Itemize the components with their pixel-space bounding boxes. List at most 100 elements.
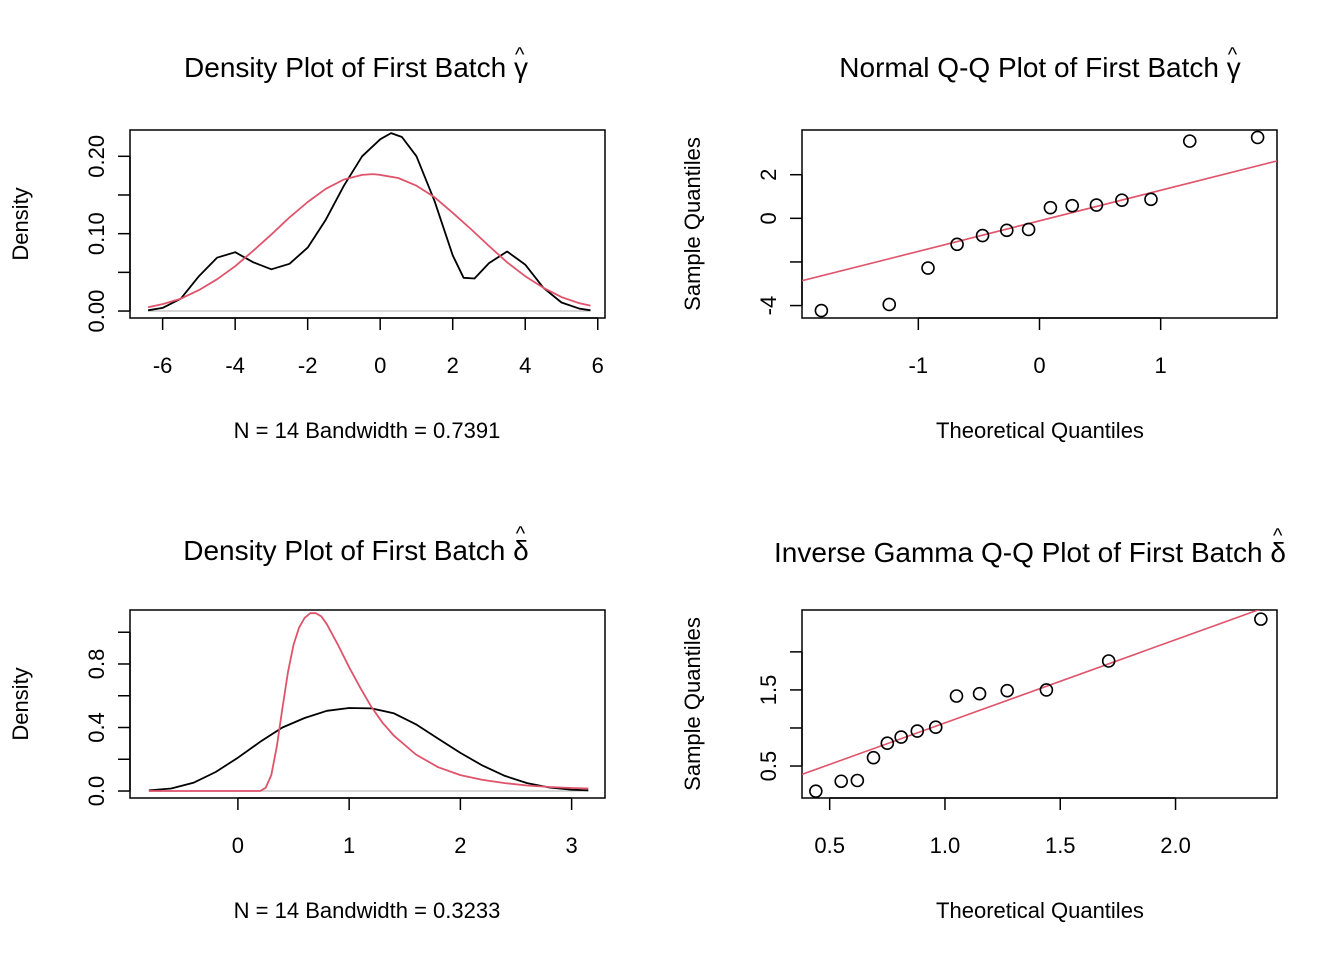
panel-qq-gamma: Normal Q-Q Plot of First Batch γ^ Theore… xyxy=(680,44,1278,443)
y-tick-label: 1.5 xyxy=(756,675,781,706)
data-point xyxy=(1089,198,1104,212)
x-axis: -1 0 1 xyxy=(909,317,1167,378)
chart-title: Normal Q-Q Plot of First Batch γ^ xyxy=(839,44,1240,83)
data-point xyxy=(1115,193,1129,208)
y-axis-label: Sample Quantiles xyxy=(680,617,705,791)
x-tick-label: 1 xyxy=(343,833,355,858)
x-tick-label: 0 xyxy=(1033,353,1045,378)
title-symbol-with-hat: δ^ xyxy=(1270,525,1286,568)
y-tick-label: 0.5 xyxy=(756,751,781,782)
x-axis-label: N = 14 Bandwidth = 0.7391 xyxy=(234,418,501,443)
y-axis: 0.5 1.5 xyxy=(756,651,803,782)
data-point xyxy=(949,689,964,703)
panel-density-delta: Density Plot of First Batch δ^ N = 14 Ba… xyxy=(8,523,606,923)
data-point xyxy=(1182,134,1197,148)
data-point xyxy=(950,237,964,252)
x-axis-label: Theoretical Quantiles xyxy=(936,898,1144,923)
x-tick-label: 0 xyxy=(232,833,244,858)
data-point xyxy=(1101,654,1116,668)
x-tick-label: 1.0 xyxy=(930,833,961,858)
x-axis: 0.5 1.0 1.5 2.0 xyxy=(814,797,1191,858)
y-tick-label: 0 xyxy=(756,212,781,224)
x-axis-label: N = 14 Bandwidth = 0.3233 xyxy=(234,898,501,923)
x-tick-label: 2 xyxy=(454,833,466,858)
data-point xyxy=(1043,200,1058,215)
y-axis-label: Density xyxy=(8,187,33,260)
data-point xyxy=(910,724,925,738)
data-point xyxy=(921,261,935,275)
y-tick-label: 0.20 xyxy=(84,135,109,178)
x-tick-label: 2 xyxy=(447,353,459,378)
x-axis: 0 1 2 3 xyxy=(232,797,578,858)
y-axis: -4 0 2 xyxy=(756,169,803,316)
y-axis: 0.00 0.10 0.20 xyxy=(84,135,131,333)
y-axis-label: Sample Quantiles xyxy=(680,137,705,311)
x-tick-label: -6 xyxy=(153,353,173,378)
title-symbol-with-hat: γ^ xyxy=(514,44,528,83)
data-point xyxy=(850,773,865,788)
data-point xyxy=(809,784,823,798)
x-tick-label: -1 xyxy=(909,353,929,378)
density-curve xyxy=(147,132,591,312)
data-point xyxy=(975,228,990,243)
y-tick-label: 0.00 xyxy=(84,290,109,333)
fitted-curve xyxy=(148,612,589,792)
fitted-curve xyxy=(147,173,591,309)
y-tick-label: 0.0 xyxy=(84,776,109,807)
data-point xyxy=(1250,130,1265,145)
x-tick-label: -4 xyxy=(225,353,245,378)
data-point xyxy=(866,750,881,765)
x-axis-label: Theoretical Quantiles xyxy=(936,418,1144,443)
y-axis: 0.0 0.4 0.8 xyxy=(84,631,131,807)
data-point xyxy=(999,223,1014,238)
x-tick-label: 6 xyxy=(592,353,604,378)
plot-box xyxy=(801,129,1278,319)
x-tick-label: 3 xyxy=(566,833,578,858)
data-point xyxy=(814,303,829,318)
title-symbol-with-hat: δ^ xyxy=(513,523,529,566)
title-symbol-with-hat: γ^ xyxy=(1227,44,1241,83)
panel-density-gamma: Density Plot of First Batch γ^ N = 14 Ba… xyxy=(8,44,606,443)
plot-marks xyxy=(802,610,1268,798)
x-tick-label: -2 xyxy=(298,353,318,378)
chart-title: Inverse Gamma Q-Q Plot of First Batch δ^ xyxy=(774,525,1286,568)
data-point xyxy=(1065,198,1080,213)
data-point xyxy=(894,730,908,744)
data-point xyxy=(1039,683,1054,697)
data-point xyxy=(1254,612,1268,626)
plot-marks xyxy=(147,132,591,312)
plot-box xyxy=(129,129,606,319)
y-tick-label: 0.4 xyxy=(84,712,109,743)
x-tick-label: 2.0 xyxy=(1160,833,1191,858)
plot-box xyxy=(801,609,1278,799)
data-point xyxy=(882,297,897,312)
plot-marks xyxy=(148,612,589,792)
reference-line xyxy=(802,160,1277,282)
x-tick-label: 1.5 xyxy=(1045,833,1076,858)
plot-marks xyxy=(802,130,1277,318)
x-tick-label: 0 xyxy=(374,353,386,378)
y-axis-label: Density xyxy=(8,667,33,740)
data-point xyxy=(1144,192,1158,207)
x-tick-label: 0.5 xyxy=(814,833,845,858)
x-tick-label: 1 xyxy=(1155,353,1167,378)
data-point xyxy=(834,774,848,789)
panel-qq-delta: Inverse Gamma Q-Q Plot of First Batch δ^… xyxy=(680,525,1286,923)
y-tick-label: -4 xyxy=(756,296,781,316)
y-tick-label: 0.8 xyxy=(84,649,109,680)
y-tick-label: 2 xyxy=(756,169,781,181)
x-tick-label: 4 xyxy=(519,353,531,378)
plot-box xyxy=(129,609,606,799)
data-point xyxy=(1000,683,1015,698)
data-point xyxy=(972,686,987,701)
data-point xyxy=(880,736,895,750)
chart-title: Density Plot of First Batch γ^ xyxy=(184,44,528,83)
data-point xyxy=(1021,222,1036,237)
chart-title: Density Plot of First Batch δ^ xyxy=(183,523,528,566)
y-tick-label: 0.10 xyxy=(84,212,109,255)
density-curve xyxy=(148,707,589,792)
reference-line xyxy=(802,610,1261,776)
data-point xyxy=(928,720,943,735)
